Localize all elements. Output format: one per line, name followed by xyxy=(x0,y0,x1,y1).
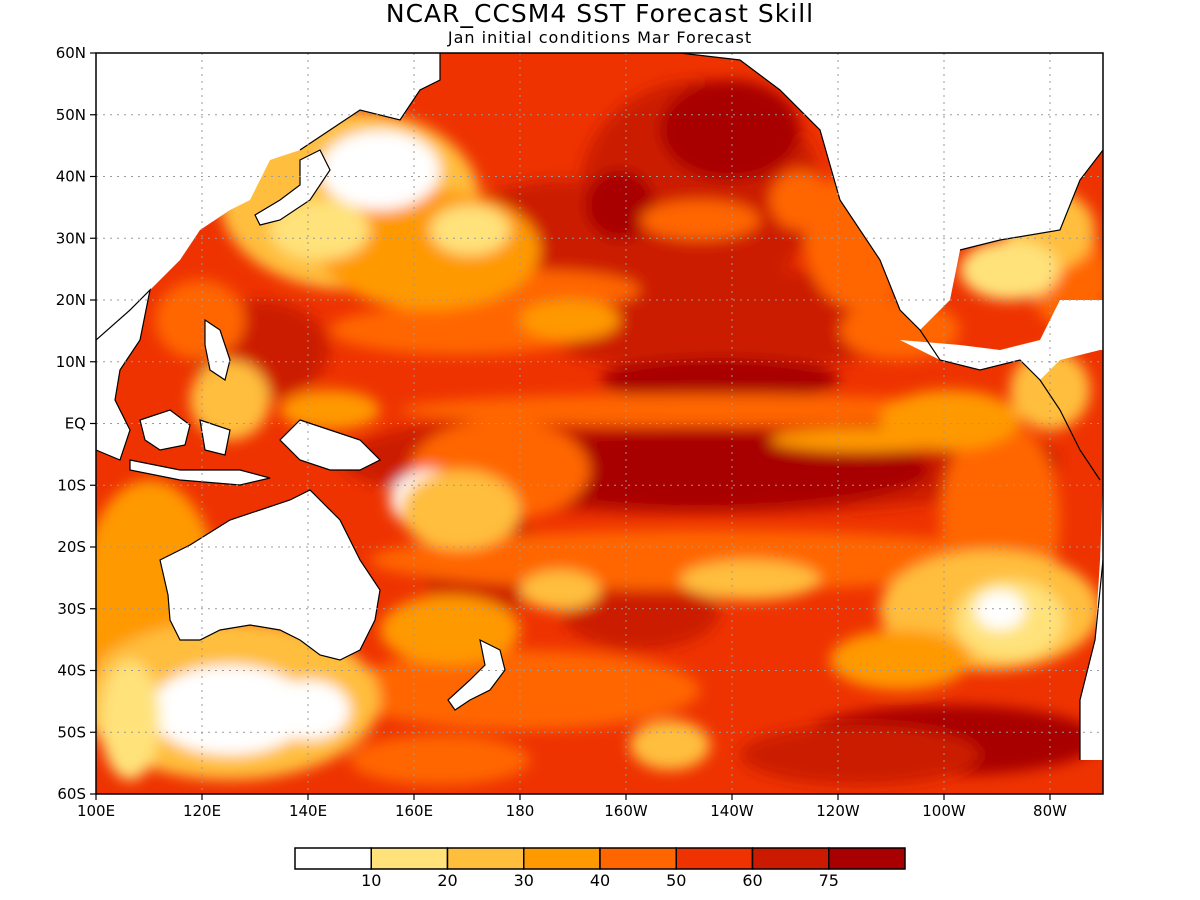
colorbar-swatch xyxy=(751,847,830,870)
lat-tick-label: 40N xyxy=(56,168,86,186)
lat-tick-label: 20S xyxy=(57,538,86,556)
lon-tick-label: 100W xyxy=(922,802,966,820)
lat-tick-label: 30S xyxy=(57,600,86,618)
lat-tick-label: 20N xyxy=(56,291,86,309)
lon-tick-label: 140W xyxy=(710,802,754,820)
colorbar-swatch xyxy=(446,847,525,870)
lon-tick-label: 100E xyxy=(77,802,115,820)
lat-tick-label: 60S xyxy=(57,785,86,803)
colorbar-label: 40 xyxy=(590,871,610,890)
colorbar-swatch xyxy=(599,847,677,870)
lat-tick-label: 10S xyxy=(57,476,86,494)
lat-tick-label: 50N xyxy=(56,106,86,124)
map-subtitle: Jan initial conditions Mar Forecast xyxy=(447,28,753,47)
lon-tick-label: 160W xyxy=(604,802,648,820)
latitude-axis: 60N 50N 40N 30N 20N 10N EQ 10S 20S 30S 40S 50S 60S xyxy=(56,44,96,803)
lat-tick-label: 50S xyxy=(57,723,86,741)
lat-tick-label: 30N xyxy=(56,229,86,247)
colorbar-label: 75 xyxy=(819,871,839,890)
colorbar-swatch xyxy=(370,847,449,870)
lat-tick-label: 10N xyxy=(56,353,86,371)
graticule xyxy=(96,53,1103,794)
colorbar-label: 60 xyxy=(742,871,762,890)
lon-tick-label: 120E xyxy=(183,802,221,820)
map-title: NCAR_CCSM4 SST Forecast Skill xyxy=(385,0,815,28)
colorbar-label: 30 xyxy=(514,871,534,890)
colorbar-label: 20 xyxy=(437,871,457,890)
colorbar-swatch xyxy=(294,847,372,870)
colorbar-swatch xyxy=(675,847,754,870)
lon-tick-label: 180 xyxy=(506,802,535,820)
lon-tick-label: 160E xyxy=(395,802,433,820)
colorbar-label: 10 xyxy=(361,871,381,890)
longitude-axis: 100E 120E 140E 160E 180 160W 140W 120W 100W 80W xyxy=(77,794,1067,820)
lon-tick-label: 120W xyxy=(816,802,860,820)
lat-tick-label: 40S xyxy=(57,662,86,680)
colorbar: 10 20 30 40 50 60 75 xyxy=(294,847,906,890)
colorbar-label: 50 xyxy=(666,871,686,890)
lat-tick-label: 60N xyxy=(56,44,86,62)
lat-tick-label: EQ xyxy=(65,415,86,433)
lon-tick-label: 80W xyxy=(1033,802,1067,820)
lon-tick-label: 140E xyxy=(289,802,327,820)
colorbar-swatch xyxy=(828,847,906,870)
colorbar-swatch xyxy=(523,847,601,870)
